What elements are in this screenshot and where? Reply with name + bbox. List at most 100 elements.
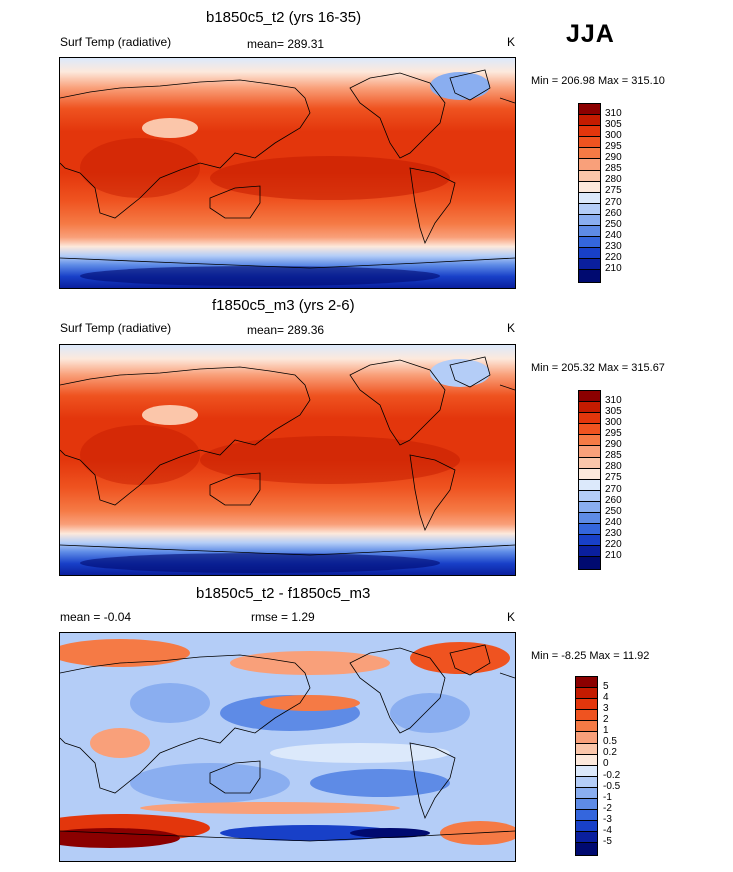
colorbar-tick-label: 5 [603, 681, 609, 692]
colorbar-tick-label: 220 [605, 252, 622, 263]
colorbar-swatch [579, 402, 600, 414]
panel-title: f1850c5_m3 (yrs 2-6) [212, 297, 355, 314]
colorbar-swatch [576, 721, 597, 733]
colorbar-tick-label: 275 [605, 472, 622, 483]
panel-title: b1850c5_t2 (yrs 16-35) [206, 9, 362, 26]
colorbar-tick-label: 260 [605, 208, 622, 219]
colorbar-tick-label: -4 [603, 825, 612, 836]
colorbar-tick-label: -2 [603, 803, 612, 814]
colorbar-tick-label: 300 [605, 130, 622, 141]
colorbar-tick-label: 310 [605, 108, 622, 119]
colorbar-swatch [576, 787, 597, 800]
colorbar-swatch [576, 799, 597, 811]
colorbar-swatch [576, 776, 597, 788]
colorbar-tick-label: -0.2 [603, 770, 621, 781]
colorbar-swatch [579, 391, 600, 403]
colorbar-tick-label: 210 [605, 550, 622, 561]
colorbar-tick-label: 280 [605, 461, 622, 472]
colorbar-swatch [576, 821, 597, 833]
colorbar-tick-label: 0.5 [603, 736, 617, 747]
colorbar-swatch [579, 446, 600, 458]
colorbar-swatch [579, 524, 600, 536]
colorbar-swatch [579, 159, 600, 171]
difference-map [59, 632, 516, 862]
units-label: K [507, 610, 516, 624]
min-max-label: Min = 206.98 Max = 315.10 [531, 75, 665, 87]
colorbar [575, 676, 598, 856]
colorbar-swatch [579, 192, 600, 204]
colorbar-tick-label: 305 [605, 406, 622, 417]
colorbar-swatch [576, 832, 597, 844]
variable-label: Surf Temp (radiative) [60, 321, 172, 335]
colorbar-swatch [579, 457, 600, 469]
units-label: K [507, 321, 516, 335]
colorbar-swatch [579, 557, 600, 569]
units-label: K [507, 35, 516, 49]
colorbar-swatch [576, 754, 597, 766]
colorbar-swatch [579, 181, 600, 193]
colorbar-swatch [576, 810, 597, 822]
colorbar-swatch [576, 743, 597, 755]
colorbar-swatch [579, 226, 600, 238]
colorbar [578, 390, 601, 570]
mean-label: mean = -0.04 [60, 610, 132, 624]
colorbar-swatch [576, 765, 597, 777]
colorbar-tick-label: -1 [603, 792, 612, 803]
temperature-map [59, 57, 516, 289]
colorbar-tick-label: 0 [603, 758, 609, 769]
colorbar-swatch [576, 732, 597, 744]
colorbar-swatch [579, 479, 600, 491]
colorbar-swatch [579, 270, 600, 282]
colorbar-tick-label: 1 [603, 725, 609, 736]
colorbar-swatch [579, 546, 600, 558]
colorbar-swatch [579, 435, 600, 447]
colorbar-tick-label: 230 [605, 241, 622, 252]
colorbar [578, 103, 601, 283]
colorbar-swatch [579, 148, 600, 160]
colorbar-tick-label: -5 [603, 836, 612, 847]
colorbar-labels: 5 4 3 2 1 0.5 0.2 0 -0.2 -0.5 -1 -2 -3 -… [603, 676, 633, 854]
colorbar-tick-label: -3 [603, 814, 612, 825]
colorbar-swatch [579, 126, 600, 138]
colorbar-tick-label: 250 [605, 219, 622, 230]
colorbar-swatch [579, 490, 600, 502]
colorbar-tick-label: 295 [605, 141, 622, 152]
colorbar-swatch [579, 501, 600, 514]
colorbar-swatch [579, 203, 600, 215]
colorbar-tick-label: 4 [603, 692, 609, 703]
min-max-label: Min = -8.25 Max = 11.92 [531, 650, 650, 662]
colorbar-swatch [576, 677, 597, 689]
colorbar-swatch [579, 413, 600, 425]
season-label: JJA [566, 20, 615, 48]
colorbar-swatch [579, 468, 600, 480]
colorbar-tick-label: 240 [605, 517, 622, 528]
colorbar-tick-label: 2 [603, 714, 609, 725]
colorbar-swatch [579, 535, 600, 547]
colorbar-tick-label: -0.5 [603, 781, 621, 792]
mean-label: mean= 289.36 [247, 323, 325, 337]
colorbar-tick-label: 240 [605, 230, 622, 241]
colorbar-swatch [576, 699, 597, 711]
colorbar-swatch [579, 137, 600, 149]
variable-label: Surf Temp (radiative) [60, 35, 172, 49]
colorbar-tick-label: 270 [605, 484, 622, 495]
colorbar-tick-label: 0.2 [603, 747, 617, 758]
colorbar-tick-label: 210 [605, 263, 622, 274]
colorbar-tick-label: 270 [605, 197, 622, 208]
colorbar-swatch [579, 424, 600, 436]
colorbar-tick-label: 3 [603, 703, 609, 714]
colorbar-tick-label: 250 [605, 506, 622, 517]
colorbar-tick-label: 310 [605, 395, 622, 406]
colorbar-swatch [579, 259, 600, 271]
colorbar-swatch [576, 710, 597, 722]
colorbar-tick-label: 230 [605, 528, 622, 539]
mean-label: mean= 289.31 [247, 37, 325, 51]
colorbar-tick-label: 290 [605, 439, 622, 450]
colorbar-swatch [579, 248, 600, 260]
colorbar-tick-label: 305 [605, 119, 622, 130]
colorbar-tick-label: 275 [605, 185, 622, 196]
colorbar-tick-label: 280 [605, 174, 622, 185]
min-max-label: Min = 205.32 Max = 315.67 [531, 362, 665, 374]
colorbar-tick-label: 300 [605, 417, 622, 428]
colorbar-swatch [579, 170, 600, 182]
